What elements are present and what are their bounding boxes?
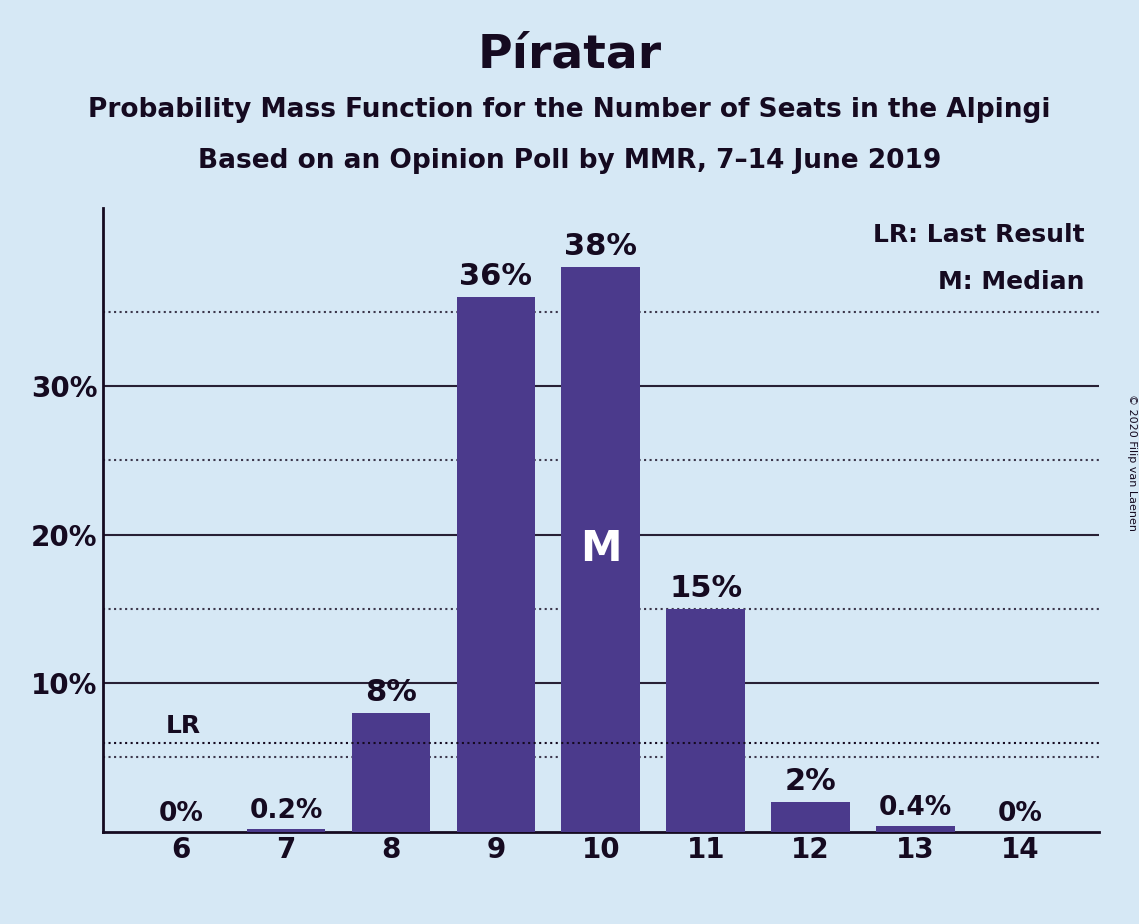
Text: Probability Mass Function for the Number of Seats in the Alpingi: Probability Mass Function for the Number… (88, 97, 1051, 123)
Text: 15%: 15% (670, 574, 743, 603)
Bar (562, 267, 640, 832)
Text: © 2020 Filip van Laenen: © 2020 Filip van Laenen (1126, 394, 1137, 530)
Text: 0%: 0% (158, 801, 204, 827)
Text: 0.4%: 0.4% (879, 796, 952, 821)
Text: 8%: 8% (366, 678, 417, 707)
Text: M: Median: M: Median (937, 270, 1084, 294)
Text: 0.2%: 0.2% (249, 798, 322, 824)
Text: 38%: 38% (564, 232, 638, 261)
Text: 0%: 0% (998, 801, 1043, 827)
Bar (352, 712, 431, 832)
Text: Based on an Opinion Poll by MMR, 7–14 June 2019: Based on an Opinion Poll by MMR, 7–14 Ju… (198, 148, 941, 174)
Text: M: M (580, 529, 622, 570)
Bar (247, 829, 326, 832)
Text: Píratar: Píratar (477, 32, 662, 78)
Bar (771, 802, 850, 832)
Text: 36%: 36% (459, 262, 532, 291)
Text: LR: LR (165, 714, 200, 738)
Text: 2%: 2% (785, 767, 836, 796)
Bar (876, 826, 954, 832)
Text: LR: Last Result: LR: Last Result (872, 224, 1084, 248)
Bar (457, 297, 535, 832)
Bar (666, 609, 745, 832)
